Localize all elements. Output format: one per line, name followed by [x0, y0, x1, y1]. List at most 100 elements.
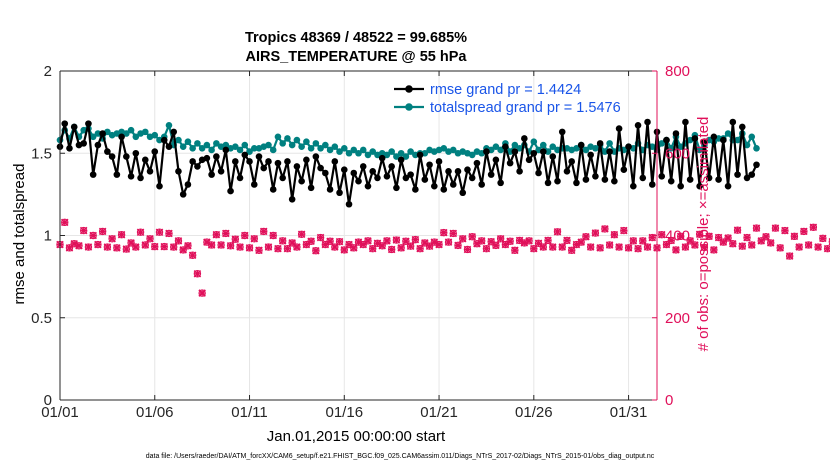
rmse-point — [179, 191, 187, 198]
rmse-point — [269, 186, 277, 193]
totalspread-point — [530, 138, 538, 146]
obs-assimilated-marker — [113, 244, 121, 252]
totalspread-point — [336, 148, 343, 155]
rmse-point — [208, 171, 215, 178]
obs-assimilated-marker — [591, 229, 600, 237]
rmse-point — [151, 148, 159, 155]
rmse-point — [639, 174, 647, 182]
y-axis-label-right: # of obs: o=possible; ×=assimilated — [695, 117, 712, 352]
rmse-point — [213, 153, 220, 160]
rmse-point — [232, 158, 239, 165]
totalspread-point — [573, 145, 580, 152]
obs-assimilated-marker — [440, 228, 448, 237]
obs-assimilated-marker — [364, 237, 372, 245]
rmse-point — [667, 177, 675, 185]
totalspread-point — [388, 148, 395, 155]
obs-assimilated-marker — [629, 237, 638, 245]
rmse-point — [108, 153, 116, 160]
rmse-point — [397, 156, 405, 164]
rmse-point — [426, 161, 433, 169]
obs-assimilated-marker — [624, 244, 633, 252]
rmse-point — [554, 177, 561, 185]
rmse-point — [189, 158, 196, 165]
y-tick-label-right: 0 — [665, 392, 673, 409]
rmse-point — [293, 163, 301, 170]
rmse-point — [596, 140, 604, 147]
rmse-point — [625, 143, 632, 150]
rmse-point — [388, 163, 395, 170]
totalspread-point — [592, 145, 599, 152]
rmse-point — [94, 141, 102, 149]
rmse-point — [99, 130, 106, 137]
rmse-point — [663, 136, 670, 144]
rmse-point — [710, 133, 718, 141]
rmse-point — [317, 164, 324, 172]
rmse-point — [412, 186, 419, 193]
rmse-point — [127, 172, 135, 180]
obs-assimilated-marker — [75, 242, 83, 250]
totalspread-point — [516, 145, 523, 152]
obs-assimilated-marker — [582, 232, 590, 241]
rmse-point — [137, 174, 144, 182]
totalspread-point — [194, 140, 201, 147]
obs-assimilated-marker — [84, 243, 93, 251]
obs-assimilated-marker — [117, 230, 126, 239]
rmse-point — [336, 189, 343, 197]
legend-spread-marker — [405, 103, 413, 111]
obs-assimilated-marker — [766, 239, 775, 247]
rmse-point — [582, 176, 590, 183]
obs-assimilated-marker — [226, 242, 235, 250]
rmse-point — [563, 168, 571, 175]
obs-assimilated-marker — [672, 246, 680, 254]
rmse-point — [473, 159, 481, 167]
obs-assimilated-marker — [823, 244, 830, 253]
obs-assimilated-marker — [250, 235, 259, 243]
rmse-point — [497, 179, 504, 187]
rmse-point — [487, 171, 495, 178]
obs-assimilated-marker — [316, 233, 325, 242]
obs-assimilated-marker — [477, 237, 486, 245]
rmse-point — [407, 171, 414, 178]
totalspread-point — [184, 138, 192, 146]
obs-assimilated-marker — [259, 227, 268, 236]
rmse-point — [445, 168, 452, 175]
obs-assimilated-marker — [392, 236, 401, 244]
rmse-point — [516, 168, 523, 175]
rmse-point — [141, 156, 149, 164]
obs-assimilated-marker — [800, 227, 808, 236]
y-tick-label: 0 — [44, 392, 52, 409]
totalspread-point — [213, 140, 220, 147]
obs-assimilated-marker — [558, 243, 567, 251]
totalspread-point — [175, 136, 182, 144]
rmse-point — [89, 171, 97, 178]
rmse-point — [104, 148, 111, 155]
rmse-point — [274, 159, 282, 167]
totalspread-point — [397, 149, 405, 157]
totalspread-point — [667, 145, 675, 152]
obs-assimilated-marker — [610, 230, 619, 239]
totalspread-point — [364, 151, 372, 159]
rmse-point — [478, 181, 485, 188]
totalspread-point — [151, 131, 159, 139]
rmse-point — [132, 149, 140, 157]
legend-rmse-label: rmse grand pr = 1.4424 — [430, 82, 581, 98]
chart-title: Tropics 48369 / 48522 = 99.685% — [245, 30, 467, 46]
obs-assimilated-marker — [601, 225, 609, 233]
obs-assimilated-marker — [733, 226, 742, 234]
rmse-point — [620, 166, 628, 173]
obs-assimilated-marker — [809, 223, 818, 232]
rmse-point — [374, 174, 381, 182]
totalspread-point — [293, 136, 301, 144]
obs-assimilated-marker — [188, 251, 197, 260]
rmse-point — [303, 156, 310, 164]
obs-assimilated-marker — [710, 246, 718, 254]
totalspread-point — [89, 133, 97, 141]
obs-assimilated-marker — [321, 240, 330, 249]
rmse-point — [146, 168, 154, 175]
rmse-point — [393, 184, 400, 192]
x-tick-label: 01/01 — [41, 404, 79, 421]
rmse-point — [734, 171, 741, 178]
y-axis-label: rmse and totalspread — [11, 164, 28, 305]
rmse-point — [743, 174, 751, 182]
